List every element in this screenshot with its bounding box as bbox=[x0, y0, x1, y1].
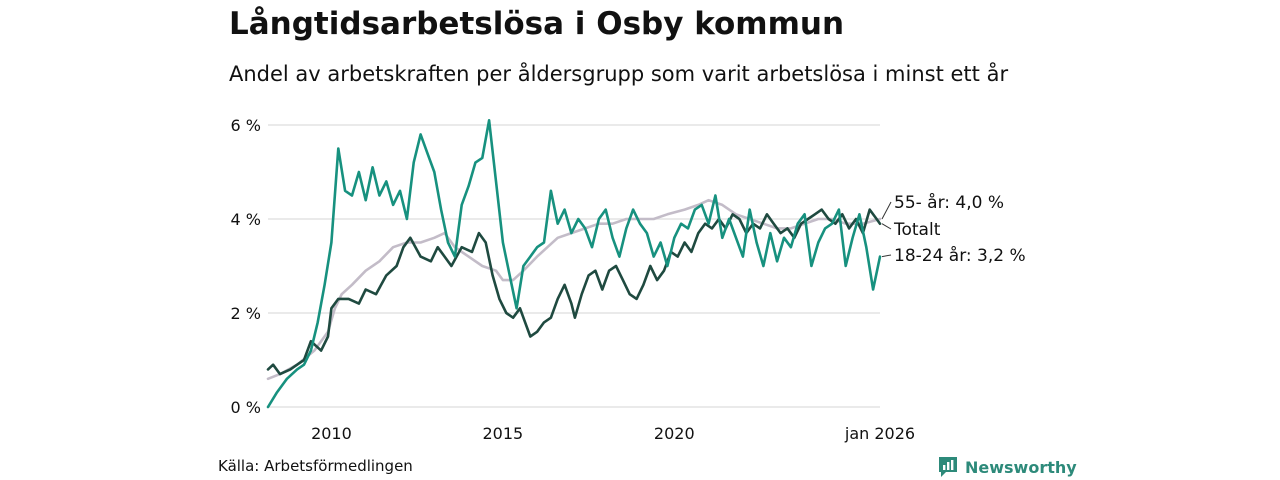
end-label-connector bbox=[881, 254, 892, 258]
series-end-label: 55- år: 4,0 % bbox=[894, 192, 1004, 213]
y-tick-label: 2 % bbox=[231, 304, 261, 323]
x-tick-label: 2020 bbox=[654, 424, 695, 443]
y-tick-label: 4 % bbox=[231, 210, 261, 229]
series-line-youth bbox=[266, 119, 882, 409]
y-tick-label: 6 % bbox=[231, 116, 261, 135]
y-axis: 0 % 2 % 4 % 6 % bbox=[231, 116, 261, 417]
x-axis: 2010 2015 2020 jan 2026 bbox=[311, 424, 915, 443]
series-lines bbox=[266, 119, 882, 409]
newsworthy-logo-icon bbox=[939, 457, 957, 477]
chart-title: Långtidsarbetslösa i Osby kommun bbox=[229, 6, 845, 42]
series-end-label: Totalt bbox=[893, 220, 941, 240]
series-line-total bbox=[266, 208, 882, 376]
source-note: Källa: Arbetsförmedlingen bbox=[218, 457, 413, 475]
x-tick-label: 2010 bbox=[311, 424, 352, 443]
end-label-connector bbox=[881, 201, 892, 220]
gridlines bbox=[268, 124, 880, 408]
y-tick-label: 0 % bbox=[231, 398, 261, 417]
brand-logo[interactable]: Newsworthy bbox=[938, 456, 1077, 478]
x-tick-label: 2015 bbox=[482, 424, 523, 443]
end-label-connector bbox=[881, 223, 892, 230]
end-labels: 55- år: 4,0 % Totalt 18-24 år: 3,2 % bbox=[881, 192, 1026, 266]
chart-subtitle: Andel av arbetskraften per åldersgrupp s… bbox=[229, 62, 1009, 86]
series-end-label: 18-24 år: 3,2 % bbox=[894, 245, 1026, 266]
brand-name: Newsworthy bbox=[965, 457, 1077, 477]
series-line-senior bbox=[266, 198, 882, 381]
x-tick-label: jan 2026 bbox=[844, 424, 915, 443]
